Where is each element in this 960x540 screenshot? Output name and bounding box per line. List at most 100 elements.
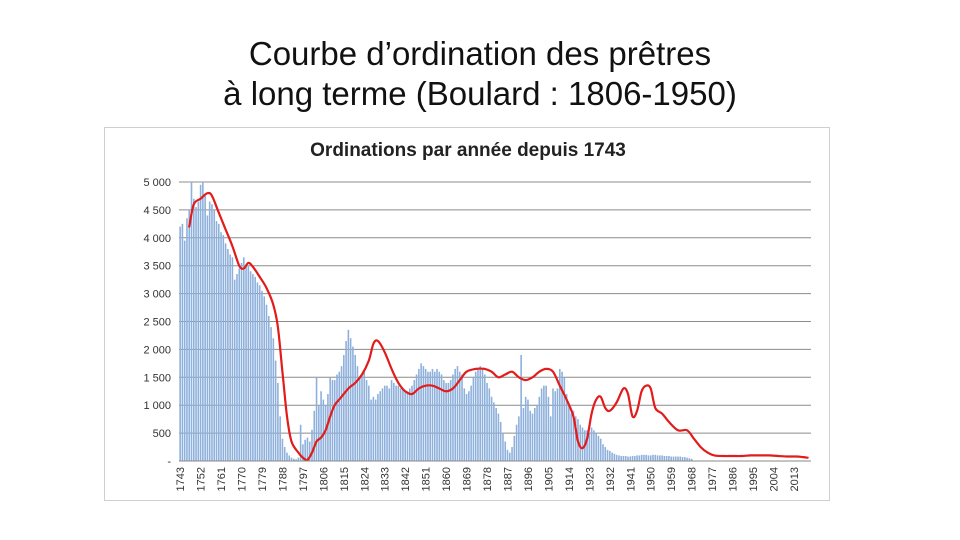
bar (672, 456, 675, 461)
y-tick-label: 500 (153, 428, 171, 440)
bar (338, 371, 341, 461)
bar (659, 455, 661, 461)
bar (631, 455, 634, 461)
bar (552, 388, 554, 461)
bar (638, 455, 641, 461)
bar (220, 232, 222, 461)
bar (242, 257, 245, 461)
bar (686, 457, 688, 461)
bar (370, 399, 372, 461)
bar (190, 182, 193, 461)
bar (270, 327, 272, 461)
bar (377, 394, 379, 461)
bar (654, 454, 657, 461)
bar (263, 296, 266, 461)
y-tick-label: 4 500 (143, 205, 171, 217)
bar (245, 265, 247, 461)
bar (518, 416, 520, 461)
bar (522, 407, 525, 461)
x-tick-label: 1842 (400, 467, 412, 491)
bar (513, 435, 516, 461)
x-tick-label: 1752 (196, 467, 208, 491)
bar (258, 285, 261, 461)
bar (368, 385, 370, 461)
x-tick-label: 1950 (646, 467, 658, 491)
grid-layer (179, 181, 811, 434)
bar (279, 416, 281, 461)
bar (333, 380, 336, 461)
bar (411, 385, 413, 461)
bar (668, 455, 670, 461)
bar (188, 209, 191, 461)
bar (208, 201, 211, 461)
bar (531, 413, 534, 461)
bar (297, 457, 300, 461)
bar (443, 380, 445, 461)
axis-layer: - 500 1 000 1 500 2 000 2 500 3 000 3 500 4 000 4… (143, 177, 811, 491)
bar (179, 226, 181, 461)
bar (665, 455, 668, 461)
bar (515, 424, 518, 461)
bar (611, 452, 613, 461)
bar (624, 455, 627, 461)
bar (217, 223, 220, 461)
bar (470, 385, 472, 461)
slide-title-line-1: Courbe d’ordination des prêtres (248, 35, 712, 72)
bar (590, 427, 593, 461)
bar (465, 394, 468, 461)
bar (495, 407, 497, 461)
bar (524, 396, 527, 461)
slide-title-line-2: à long terme (Boulard : 1806-1950) (223, 75, 737, 112)
bar (622, 455, 625, 461)
bar (429, 371, 432, 461)
bar (670, 456, 672, 461)
bar (549, 416, 552, 461)
bar (215, 221, 218, 461)
bar (361, 374, 363, 461)
bar (320, 391, 322, 461)
bar (647, 455, 650, 461)
bar (343, 354, 345, 461)
bar (579, 424, 582, 461)
bar (436, 368, 438, 461)
chart-title: Ordinations par année depuis 1743 (310, 140, 626, 161)
bar (406, 391, 409, 461)
bar (554, 391, 557, 461)
bar (504, 441, 507, 461)
bar (536, 405, 538, 461)
bar (570, 413, 572, 461)
bar (195, 207, 197, 461)
bar (490, 396, 493, 461)
bar (679, 456, 682, 461)
bar (618, 455, 620, 461)
bar (472, 377, 475, 461)
x-tick-label: 1923 (584, 467, 596, 491)
bar (277, 382, 279, 461)
bar (240, 262, 243, 461)
bar (481, 368, 484, 461)
bar (597, 435, 600, 461)
bar (520, 354, 522, 461)
bar (399, 388, 402, 461)
bar (304, 439, 306, 461)
bar (445, 382, 447, 461)
y-tick-label: 3 000 (143, 289, 171, 301)
x-tick-label: 1968 (687, 467, 699, 491)
bar (595, 433, 597, 461)
bar (588, 433, 591, 461)
bar (690, 458, 693, 461)
bar (356, 366, 359, 461)
bar (281, 438, 284, 461)
bar (395, 385, 397, 461)
x-tick-label: 1995 (748, 467, 760, 491)
bar (372, 396, 375, 461)
bar (363, 371, 366, 461)
bar (620, 455, 622, 461)
bar (502, 433, 504, 461)
bar (488, 388, 491, 461)
x-tick-label: 1806 (318, 467, 330, 491)
bar (422, 366, 425, 461)
bar (365, 380, 368, 461)
bar (349, 338, 352, 461)
bar (661, 455, 663, 461)
